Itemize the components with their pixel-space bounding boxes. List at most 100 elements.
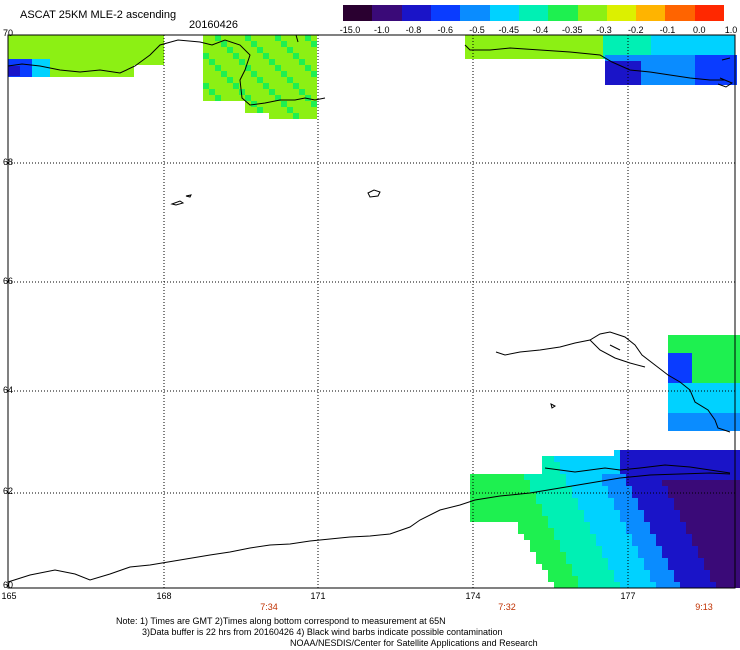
wind-cell: [602, 546, 608, 552]
wind-cell: [650, 564, 656, 570]
wind-cell: [281, 89, 287, 95]
wind-cell: [566, 558, 572, 564]
wind-cell: [674, 347, 680, 353]
wind-cell: [542, 564, 548, 570]
wind-cell: [578, 516, 584, 522]
wind-cell: [566, 576, 572, 582]
wind-cell: [128, 71, 134, 77]
wind-cell: [686, 335, 692, 341]
wind-cell: [668, 353, 674, 359]
wind-cell: [614, 522, 620, 528]
wind-cell: [245, 47, 251, 53]
wind-cell: [549, 35, 555, 41]
wind-cell: [668, 516, 674, 522]
wind-cell: [698, 534, 704, 540]
wind-cell: [92, 59, 98, 65]
wind-cell: [116, 53, 122, 59]
wind-cell: [8, 47, 14, 53]
wind-cell: [227, 47, 233, 53]
wind-cell: [674, 395, 680, 401]
wind-cell: [722, 353, 728, 359]
wind-cell: [98, 59, 104, 65]
wind-cell: [728, 377, 734, 383]
wind-cell: [281, 77, 287, 83]
wind-cell: [620, 462, 626, 468]
wind-cell: [623, 67, 629, 73]
wind-cell: [32, 59, 38, 65]
wind-cell: [465, 53, 471, 59]
wind-cell: [506, 504, 512, 510]
wind-cell: [62, 35, 68, 41]
wind-cell: [611, 73, 617, 79]
wind-cell: [734, 462, 740, 468]
colorbar-label: 1.0: [724, 25, 738, 35]
wind-cell: [692, 516, 698, 522]
wind-cell: [686, 359, 692, 365]
wind-cell: [572, 576, 578, 582]
wind-cell: [221, 71, 227, 77]
wind-cell: [686, 389, 692, 395]
wind-cell: [698, 504, 704, 510]
wind-cell: [305, 107, 311, 113]
wind-cell: [38, 35, 44, 41]
wind-cell: [639, 35, 645, 41]
wind-cell: [275, 101, 281, 107]
wind-cell: [269, 77, 275, 83]
wind-cell: [608, 534, 614, 540]
wind-cell: [140, 41, 146, 47]
wind-cell: [482, 474, 488, 480]
wind-cell: [734, 359, 740, 365]
wind-cell: [686, 347, 692, 353]
wind-cell: [734, 468, 740, 474]
wind-cell: [614, 450, 620, 456]
wind-cell: [203, 89, 209, 95]
wind-cell: [710, 468, 716, 474]
wind-cell: [608, 570, 614, 576]
wind-cell: [573, 53, 579, 59]
wind-cell: [728, 383, 734, 389]
wind-cell: [680, 552, 686, 558]
wind-cell: [710, 510, 716, 516]
wind-cell: [668, 341, 674, 347]
wind-cell: [686, 522, 692, 528]
wind-cell: [477, 53, 483, 59]
wind-cell: [734, 534, 740, 540]
wind-cell: [26, 59, 32, 65]
wind-cell: [518, 510, 524, 516]
wind-cell: [632, 534, 638, 540]
wind-cell: [611, 79, 617, 85]
wind-cell: [50, 47, 56, 53]
wind-cell: [722, 347, 728, 353]
wind-cell: [722, 413, 728, 419]
wind-cell: [716, 582, 722, 588]
wind-cell: [680, 528, 686, 534]
wind-cell: [629, 73, 635, 79]
wind-cell: [572, 546, 578, 552]
wind-cell: [680, 353, 686, 359]
wind-cell: [537, 41, 543, 47]
wind-cell: [620, 456, 626, 462]
wind-cell: [680, 474, 686, 480]
wind-cell: [710, 552, 716, 558]
wind-cell: [221, 95, 227, 101]
wind-cell: [686, 413, 692, 419]
wind-cell: [305, 47, 311, 53]
wind-cell: [239, 77, 245, 83]
wind-cell: [257, 71, 263, 77]
wind-cell: [692, 522, 698, 528]
wind-cell: [542, 474, 548, 480]
wind-cell: [635, 67, 641, 73]
wind-cell: [500, 486, 506, 492]
wind-cell: [656, 570, 662, 576]
wind-cell: [686, 383, 692, 389]
wind-cell: [620, 450, 626, 456]
wind-cell: [536, 528, 542, 534]
wind-cell: [257, 53, 263, 59]
wind-cell: [668, 359, 674, 365]
wind-cell: [572, 492, 578, 498]
wind-cell: [104, 53, 110, 59]
wind-cell: [518, 474, 524, 480]
wind-cell: [710, 546, 716, 552]
wind-cell: [734, 552, 740, 558]
wind-cell: [584, 570, 590, 576]
